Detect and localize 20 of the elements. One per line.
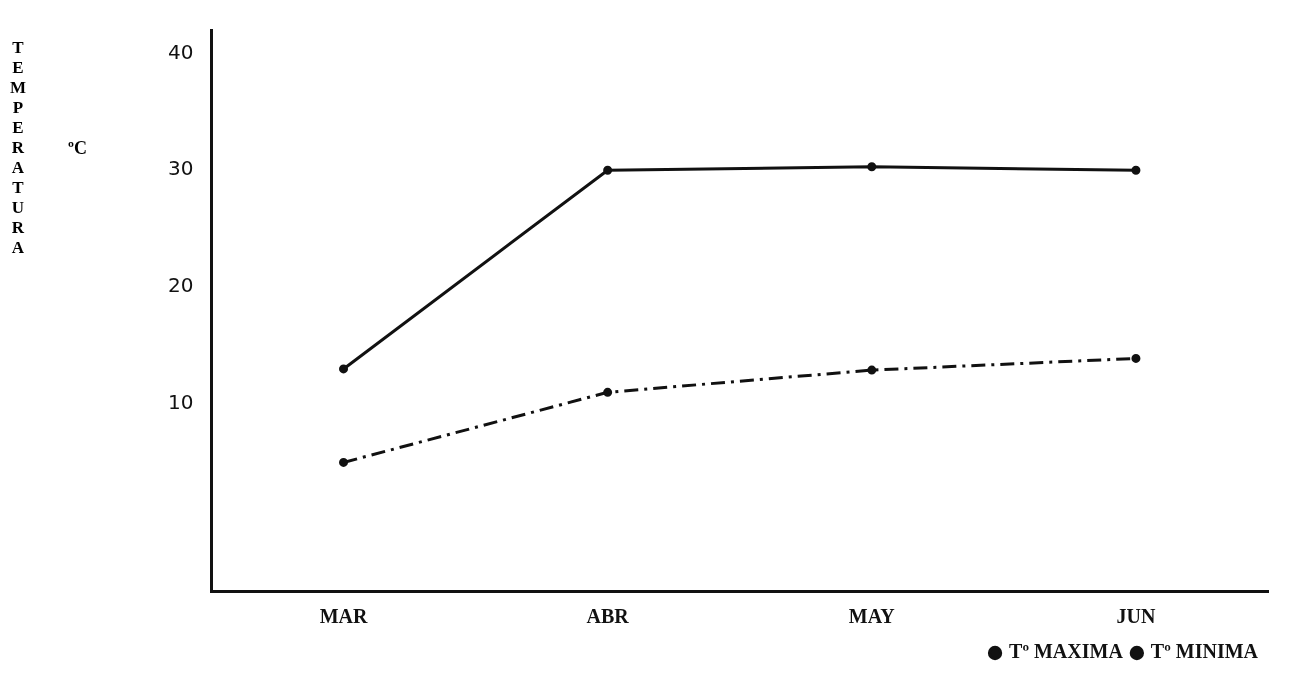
x-tick-label: MAY: [848, 605, 896, 628]
y-tick-label: 40: [168, 39, 194, 64]
point: [603, 165, 613, 175]
point: [1131, 165, 1141, 175]
y-tick-label: 10: [168, 390, 194, 415]
x-tick-label: MAR: [319, 605, 368, 628]
text: ºC: [68, 138, 87, 159]
point: [1131, 353, 1141, 363]
legend-label: Tº MINIMA: [1150, 640, 1259, 663]
point: [867, 162, 877, 172]
text: TEMPERATURA: [9, 38, 27, 257]
legend-label: Tº MAXIMA: [1009, 640, 1124, 663]
point: [339, 457, 349, 467]
point: [603, 387, 613, 397]
x-tick-label: ABR: [586, 605, 630, 628]
y-tick-label: 20: [168, 273, 194, 298]
point: [339, 364, 349, 374]
point: [867, 365, 877, 375]
x-tick-label: JUN: [1116, 605, 1156, 628]
y-tick-label: 30: [168, 156, 194, 181]
